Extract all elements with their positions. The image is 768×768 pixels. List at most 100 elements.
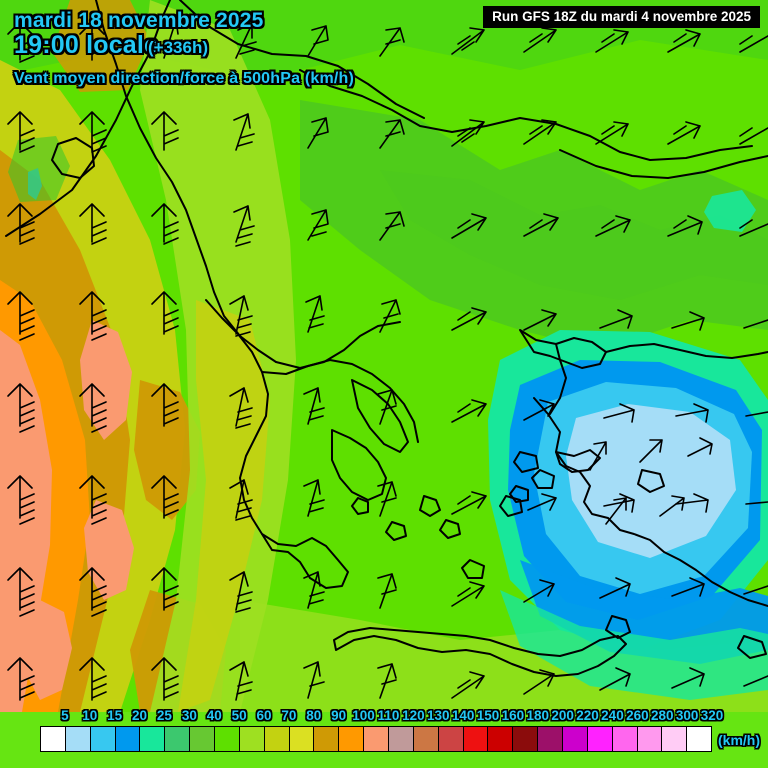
field-band-yellow-greece: [178, 300, 270, 712]
scale-swatch: [264, 727, 290, 751]
scale-tick: 50: [231, 708, 247, 723]
scale-swatch: [463, 727, 489, 751]
scale-swatch: [115, 727, 141, 751]
scale-swatch: [389, 727, 414, 751]
coastline-layer: [5, 0, 768, 677]
field-blob-salmon-4: [22, 600, 72, 700]
scale-tick: 90: [331, 708, 347, 723]
scale-tick: 150: [476, 708, 500, 723]
scale-tick: 25: [156, 708, 172, 723]
coast-peloponnese: [261, 533, 349, 589]
scale-tick: 260: [626, 708, 649, 723]
scale-swatch-bar[interactable]: [40, 726, 712, 752]
coast-attica: [331, 429, 387, 501]
scale-swatch: [513, 727, 539, 751]
scale-tick: 100: [352, 708, 375, 723]
field-speck-teal-ne: [704, 190, 756, 232]
scale-swatch: [289, 727, 315, 751]
scale-swatch: [488, 727, 514, 751]
scale-tick: 140: [451, 708, 475, 723]
field-band-green-dark2: [380, 170, 768, 300]
field-blob-salmon-2: [80, 320, 132, 440]
island-cyprus-edge: [737, 635, 767, 659]
island-lesvos: [513, 451, 539, 473]
scale-swatch: [165, 727, 191, 751]
scale-swatch: [612, 727, 638, 751]
scale-tick: 60: [256, 708, 272, 723]
wind-barbs-east: [451, 27, 768, 699]
forecast-date: mardi 18 novembre 2025: [14, 9, 264, 32]
scale-tick: 30: [181, 708, 197, 723]
scale-swatch: [637, 727, 663, 751]
scale-swatch: [239, 727, 265, 751]
coast-black-sea: [559, 149, 768, 179]
river-danube: [299, 69, 753, 161]
scale-tick: 130: [426, 708, 450, 723]
model-run-banner: Run GFS 18Z du mardi 4 novembre 2025: [483, 6, 760, 28]
coast-greece-west: [205, 299, 269, 535]
coast-adriatic: [5, 0, 171, 237]
scale-swatch: [563, 727, 588, 751]
forecast-lead-hour: (+336h): [148, 38, 208, 57]
island-rhodes: [605, 615, 631, 639]
field-blob-olive-mid: [134, 380, 200, 520]
scale-swatch: [41, 727, 66, 751]
island-aegean-6: [499, 495, 523, 517]
island-aegean-5: [461, 559, 485, 579]
map-svg: [0, 0, 768, 712]
coast-anatolia-n: [605, 343, 768, 359]
scale-tick: 200: [551, 708, 574, 723]
border-north: [179, 0, 425, 119]
scale-tick: 15: [107, 708, 123, 723]
scale-tick: 180: [526, 708, 550, 723]
scale-swatch: [438, 727, 464, 751]
scale-swatch: [140, 727, 166, 751]
scale-swatch: [662, 727, 688, 751]
scale-swatch: [413, 727, 439, 751]
coast-marmara: [519, 329, 607, 369]
strait-bosphorus: [549, 343, 567, 415]
scale-swatch: [587, 727, 613, 751]
scale-tick: 80: [306, 708, 322, 723]
scale-swatch: [314, 727, 340, 751]
scale-tick: 320: [700, 708, 724, 723]
scale-swatch: [364, 727, 390, 751]
scale-tick: 70: [281, 708, 297, 723]
island-aegean-4: [351, 497, 369, 515]
island-aegean-7: [531, 469, 555, 489]
scale-swatch: [687, 727, 712, 751]
wind-barbs-lowwind-core: [589, 437, 713, 525]
scale-swatch: [65, 727, 91, 751]
scale-tick: 40: [206, 708, 222, 723]
parameter-label: Vent moyen direction/force à 500hPa (km/…: [14, 70, 355, 87]
field-blob-salmon-3: [84, 500, 134, 600]
wind-barbs-central: [229, 23, 405, 701]
wind-barb-layer: [7, 19, 768, 701]
scale-swatch: [339, 727, 365, 751]
scale-tick: 5: [61, 708, 69, 723]
scale-tick: 280: [650, 708, 674, 723]
island-crete: [333, 627, 627, 677]
island-aegean-3: [385, 521, 407, 541]
scale-swatch: [215, 727, 240, 751]
island-chios: [509, 485, 529, 503]
scale-tick: 160: [501, 708, 525, 723]
scale-swatch: [538, 727, 564, 751]
lake-anatolia: [637, 469, 665, 493]
field-blob-olive-top: [52, 0, 150, 92]
scale-tick: 110: [377, 708, 400, 723]
scale-swatch: [90, 727, 116, 751]
wind-map-canvas[interactable]: mardi 18 novembre 2025 19:00 locale (+33…: [0, 0, 768, 712]
island-aegean-1: [419, 495, 441, 517]
scale-unit-label: (km/h): [718, 732, 760, 748]
coast-euboea: [351, 379, 409, 453]
coast-greece-central: [261, 359, 419, 443]
scale-swatch: [190, 727, 216, 751]
scale-tick: 240: [601, 708, 624, 723]
scale-tick-labels: 5 10 15 20 25 30 40 50 60 70 80 90 100 110 120 130 140 15…: [0, 708, 768, 726]
wind-barbs-west: [7, 19, 183, 701]
scale-tick: 120: [402, 708, 425, 723]
lake-north: [51, 137, 95, 179]
scale-tick: 10: [82, 708, 98, 723]
